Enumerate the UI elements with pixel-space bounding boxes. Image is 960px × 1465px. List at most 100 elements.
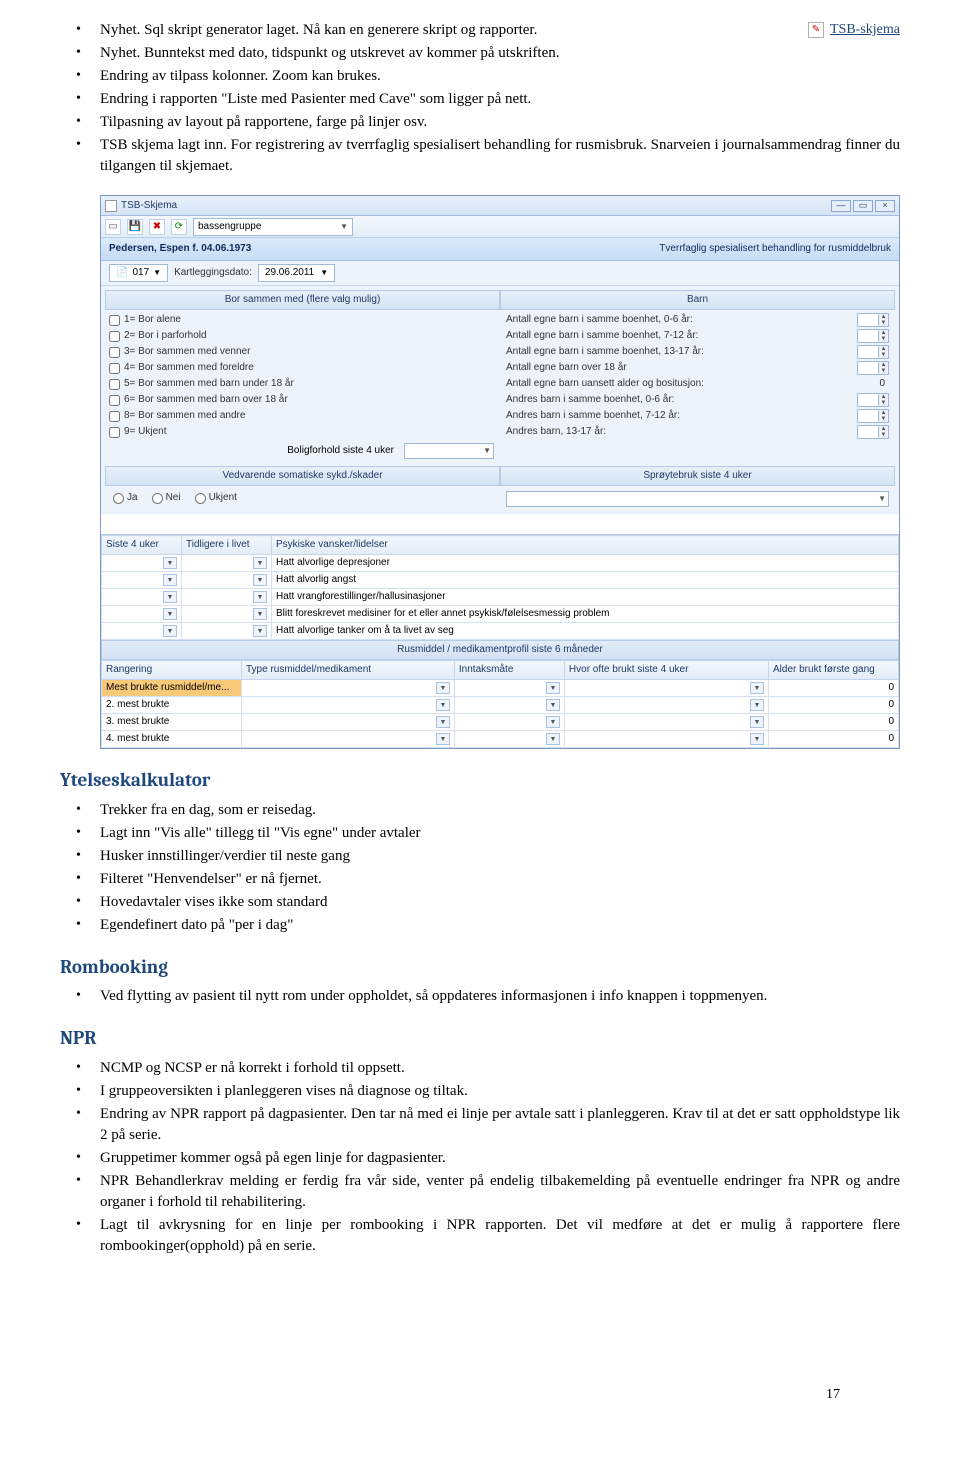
- top-bullet-list: Nyhet. Sql skript generator laget. Nå ka…: [60, 20, 900, 177]
- list-item: Endring av tilpass kolonner. Zoom kan br…: [100, 66, 900, 87]
- rank-label: 3. mest brukte: [102, 714, 242, 731]
- id-icon: 📄: [116, 266, 128, 280]
- chevron-down-icon: ▼: [340, 221, 348, 232]
- col-header: Type rusmiddel/medikament: [242, 661, 455, 680]
- section-heading-npr: NPR: [60, 1025, 900, 1052]
- check-row[interactable]: 2= Bor i parforhold: [105, 328, 500, 344]
- list-item: Gruppetimer kommer også på egen linje fo…: [100, 1148, 900, 1169]
- check-row[interactable]: 8= Bor sammen med andre: [105, 408, 500, 424]
- rank-label: 2. mest brukte: [102, 697, 242, 714]
- checkbox[interactable]: [109, 331, 120, 342]
- col-header: Rangering: [102, 661, 242, 680]
- kv-label: Antall egne barn over 18 år: [506, 361, 627, 375]
- checkbox[interactable]: [109, 363, 120, 374]
- delete-icon[interactable]: ✖: [149, 219, 165, 235]
- check-label: 2= Bor i parforhold: [124, 329, 207, 343]
- rank-label: 4. mest brukte: [102, 731, 242, 748]
- date-input[interactable]: 29.06.2011 ▼: [258, 264, 335, 282]
- checkbox[interactable]: [109, 347, 120, 358]
- spinner-input[interactable]: ▲▼: [857, 345, 889, 359]
- check-row[interactable]: 6= Bor sammen med barn over 18 år: [105, 392, 500, 408]
- section-heading-ytelse: Ytelseskalkulator: [60, 767, 900, 794]
- chevron-down-icon: ▼: [320, 267, 328, 278]
- new-icon[interactable]: ▭: [105, 219, 121, 235]
- group-dropdown-value: bassengruppe: [198, 220, 261, 234]
- close-button[interactable]: ×: [875, 200, 895, 212]
- spinner-input[interactable]: ▲▼: [857, 329, 889, 343]
- list-item: Ved flytting av pasient til nytt rom und…: [100, 986, 900, 1007]
- check-row[interactable]: 1= Bor alene: [105, 312, 500, 328]
- spinner-input[interactable]: ▲▼: [857, 361, 889, 375]
- check-label: 1= Bor alene: [124, 313, 181, 327]
- list-item: NCMP og NCSP er nå korrekt i forhold til…: [100, 1058, 900, 1079]
- kv-label: Antall egne barn i samme boenhet, 0-6 år…: [506, 313, 693, 327]
- kv-label: Andres barn, 13-17 år:: [506, 425, 606, 439]
- list-item: Trekker fra en dag, som er reisedag.: [100, 800, 900, 821]
- id-box[interactable]: 📄 017 ▼: [109, 264, 168, 282]
- radio-option[interactable]: Ja: [113, 491, 138, 505]
- id-value: 017: [132, 266, 149, 280]
- col-header: Inntaksmåte: [454, 661, 564, 680]
- table-row: 3. mest brukte▼▼▼0: [102, 714, 899, 731]
- list-item: Endring i rapporten "Liste med Pasienter…: [100, 89, 900, 110]
- patient-bar: Pedersen, Espen f. 04.06.1973 Tverrfagli…: [101, 238, 899, 261]
- checkbox[interactable]: [109, 411, 120, 422]
- list-item: Tilpasning av layout på rapportene, farg…: [100, 112, 900, 133]
- kv-label: Antall egne barn i samme boenhet, 13-17 …: [506, 345, 704, 359]
- date-label: Kartleggingsdato:: [174, 266, 252, 280]
- kv-label: Antall egne barn uansett alder og bositu…: [506, 377, 704, 391]
- check-row[interactable]: 3= Bor sammen med venner: [105, 344, 500, 360]
- npr-list: NCMP og NCSP er nå korrekt i forhold til…: [60, 1058, 900, 1257]
- spinner-input[interactable]: ▲▼: [857, 313, 889, 327]
- radio-option[interactable]: Ukjent: [195, 491, 237, 505]
- maximize-button[interactable]: ▭: [853, 200, 873, 212]
- check-label: 5= Bor sammen med barn under 18 år: [124, 377, 294, 391]
- save-icon[interactable]: 💾: [127, 219, 143, 235]
- cell-label: Hatt alvorlige depresjoner: [272, 555, 899, 572]
- rank-value: 0: [769, 680, 899, 697]
- spinner-input[interactable]: ▲▼: [857, 393, 889, 407]
- group-dropdown[interactable]: bassengruppe ▼: [193, 218, 353, 236]
- col-header: Alder brukt første gang: [769, 661, 899, 680]
- check-row[interactable]: 5= Bor sammen med barn under 18 år: [105, 376, 500, 392]
- radio[interactable]: [152, 493, 163, 504]
- check-row[interactable]: 9= Ukjent: [105, 424, 500, 440]
- sproyte-dropdown[interactable]: ▼: [506, 491, 889, 507]
- cell-label: Hatt alvorlige tanker om å ta livet av s…: [272, 623, 899, 640]
- list-item: Filteret "Henvendelser" er nå fjernet.: [100, 869, 900, 890]
- kv-value: 0: [829, 377, 889, 391]
- refresh-icon[interactable]: ⟳: [171, 219, 187, 235]
- page-number: 17: [826, 1385, 840, 1405]
- kv-label: Antall egne barn i samme boenhet, 7-12 å…: [506, 329, 698, 343]
- bolig-dropdown[interactable]: ▼: [404, 443, 494, 459]
- chevron-down-icon: ▼: [483, 445, 491, 456]
- radio[interactable]: [113, 493, 124, 504]
- table-row: 4. mest brukte▼▼▼0: [102, 731, 899, 748]
- spinner-input[interactable]: ▲▼: [857, 409, 889, 423]
- radio-option[interactable]: Nei: [152, 491, 181, 505]
- titlebar: TSB-Skjema — ▭ ×: [101, 196, 899, 216]
- table-row: ▼▼Hatt alvorlige depresjoner: [102, 555, 899, 572]
- minimize-button[interactable]: —: [831, 200, 851, 212]
- chevron-down-icon: ▼: [153, 267, 161, 278]
- right-col-header: Barn: [500, 290, 895, 310]
- chevron-down-icon: ▼: [878, 493, 886, 504]
- checkbox[interactable]: [109, 379, 120, 390]
- checkbox[interactable]: [109, 395, 120, 406]
- spinner-input[interactable]: ▲▼: [857, 425, 889, 439]
- grid-section-title: Rusmiddel / medikamentprofil siste 6 mån…: [101, 640, 899, 660]
- list-item: Egendefinert dato på "per i dag": [100, 915, 900, 936]
- table-row: Mest brukte rusmiddel/me...▼▼▼0: [102, 680, 899, 697]
- check-label: 4= Bor sammen med foreldre: [124, 361, 254, 375]
- ytelse-list: Trekker fra en dag, som er reisedag. Lag…: [60, 800, 900, 936]
- checkbox[interactable]: [109, 315, 120, 326]
- checkbox[interactable]: [109, 427, 120, 438]
- rombooking-list: Ved flytting av pasient til nytt rom und…: [60, 986, 900, 1007]
- psykisk-grid: Siste 4 uker Tidligere i livet Psykiske …: [101, 534, 899, 748]
- check-row[interactable]: 4= Bor sammen med foreldre: [105, 360, 500, 376]
- list-item: Nyhet. Bunntekst med dato, tidspunkt og …: [100, 43, 900, 64]
- list-item: TSB skjema lagt inn. For registrering av…: [100, 135, 900, 177]
- radio[interactable]: [195, 493, 206, 504]
- check-label: 9= Ukjent: [124, 425, 167, 439]
- subhead-right: Sprøytebruk siste 4 uker: [500, 466, 895, 486]
